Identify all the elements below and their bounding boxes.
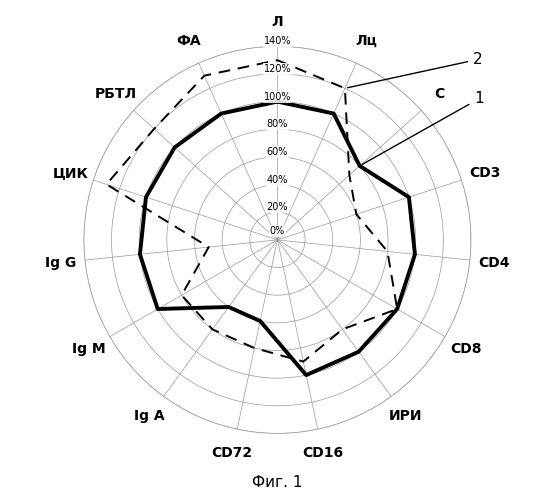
- Text: 20%: 20%: [267, 202, 288, 212]
- Text: 60%: 60%: [267, 147, 288, 157]
- Text: 40%: 40%: [267, 174, 288, 184]
- Text: 80%: 80%: [267, 120, 288, 130]
- Text: 120%: 120%: [264, 64, 291, 74]
- Text: 140%: 140%: [264, 36, 291, 46]
- Text: Фиг. 1: Фиг. 1: [253, 475, 302, 490]
- Text: 0%: 0%: [270, 226, 285, 235]
- Text: 1: 1: [362, 91, 484, 164]
- Text: 100%: 100%: [264, 92, 291, 102]
- Text: 2: 2: [347, 52, 483, 88]
